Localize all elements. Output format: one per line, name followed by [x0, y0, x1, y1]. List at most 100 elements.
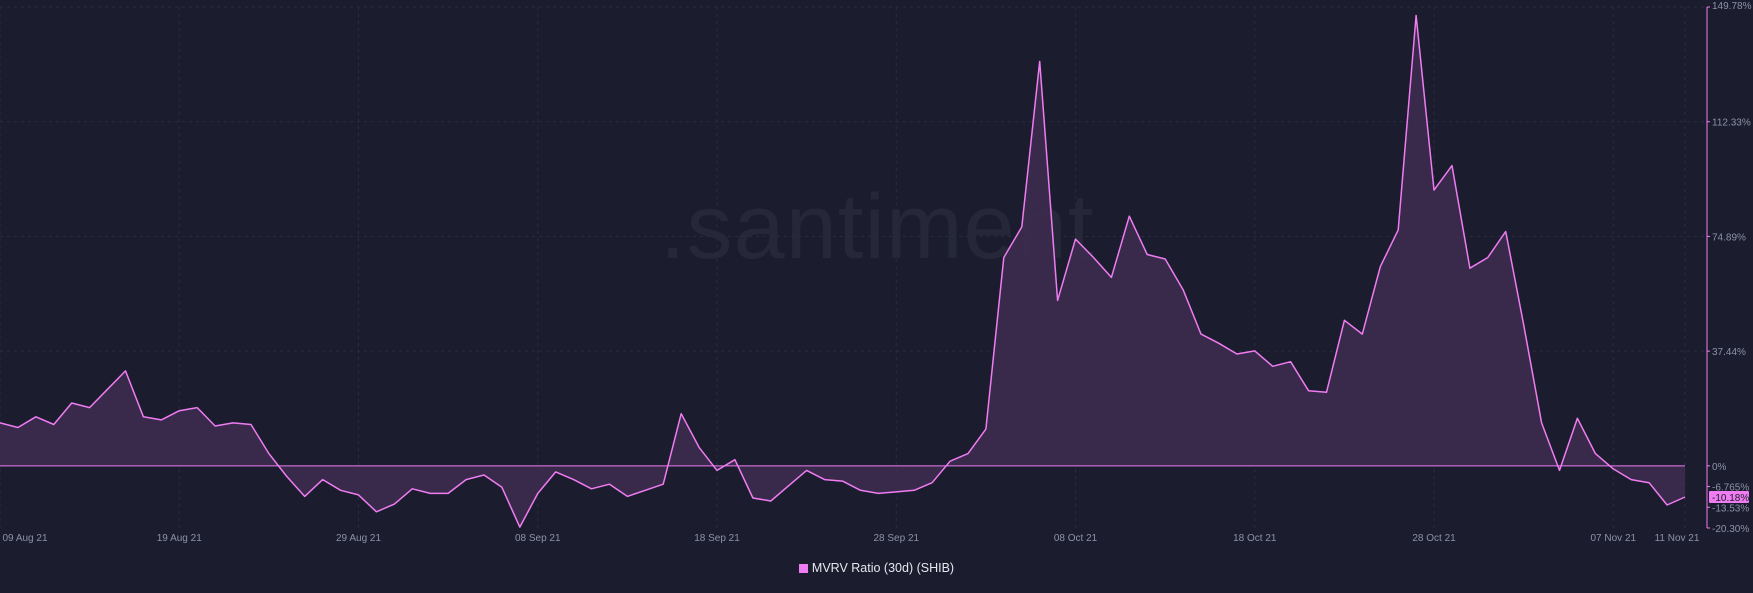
data-point	[142, 416, 144, 418]
data-point	[680, 413, 682, 415]
data-point	[357, 494, 359, 496]
series-area	[0, 15, 1685, 528]
data-point	[913, 489, 915, 491]
data-point	[1576, 417, 1578, 419]
y-axis-ticks: 149.78% 112.33% 74.89% 37.44% 0% -6.765% -13.5…	[1707, 1, 1752, 535]
data-point	[232, 422, 234, 424]
data-point	[734, 458, 736, 460]
legend[interactable]: MVRV Ratio (30d) (SHIB)	[0, 561, 1753, 575]
y-tick-label: 37.44%	[1712, 347, 1746, 358]
data-point	[501, 486, 503, 488]
x-tick-label: 18 Oct 21	[1233, 533, 1277, 544]
data-point	[1182, 288, 1184, 290]
data-point	[411, 488, 413, 490]
data-point	[1003, 256, 1005, 258]
data-point	[339, 489, 341, 491]
data-point	[770, 500, 772, 502]
data-point	[1110, 276, 1112, 278]
x-tick-label: 28 Oct 21	[1412, 533, 1456, 544]
data-point	[626, 495, 628, 497]
data-point	[1415, 14, 1417, 16]
data-point	[1648, 481, 1650, 483]
data-point	[447, 492, 449, 494]
data-point	[1254, 350, 1256, 352]
legend-label: MVRV Ratio (30d) (SHIB)	[811, 561, 955, 575]
data-point	[698, 446, 700, 448]
data-point	[788, 485, 790, 487]
data-point	[250, 423, 252, 425]
data-point	[1128, 215, 1130, 217]
data-point	[895, 491, 897, 493]
data-point	[805, 469, 807, 471]
data-point	[1307, 390, 1309, 392]
data-point	[985, 428, 987, 430]
data-point	[17, 426, 19, 428]
data-point	[1630, 478, 1632, 480]
legend-swatch	[798, 564, 808, 573]
data-point	[1056, 299, 1058, 301]
data-point	[1218, 342, 1220, 344]
data-point	[1505, 230, 1507, 232]
data-point	[1522, 324, 1524, 326]
data-point	[537, 492, 539, 494]
data-point	[214, 425, 216, 427]
data-point	[268, 452, 270, 454]
last-value-label: -10.18%	[1712, 493, 1749, 504]
data-point	[662, 483, 664, 485]
data-point	[1272, 365, 1274, 367]
data-point	[1200, 333, 1202, 335]
x-tick-label: 07 Nov 21	[1591, 533, 1637, 544]
series-line	[0, 14, 1686, 528]
data-point	[608, 483, 610, 485]
data-point	[877, 492, 879, 494]
x-tick-label: 09 Aug 21	[2, 533, 47, 544]
data-point	[823, 478, 825, 480]
x-tick-label: 19 Aug 21	[157, 533, 202, 544]
data-point	[572, 478, 574, 480]
data-point	[124, 370, 126, 372]
x-tick-label: 08 Sep 21	[515, 533, 561, 544]
data-point	[752, 497, 754, 499]
data-point	[429, 492, 431, 494]
data-point	[286, 475, 288, 477]
data-point	[644, 489, 646, 491]
data-point	[931, 481, 933, 483]
y-tick-label: -13.53%	[1712, 503, 1749, 514]
data-point	[465, 478, 467, 480]
y-tick-label: 149.78%	[1712, 1, 1752, 12]
data-point	[716, 469, 718, 471]
x-tick-label: 28 Sep 21	[873, 533, 919, 544]
data-point	[1684, 496, 1686, 498]
data-point	[1612, 468, 1614, 470]
data-point	[1074, 238, 1076, 240]
data-point	[1343, 319, 1345, 321]
data-point	[106, 388, 108, 390]
data-point	[196, 406, 198, 408]
data-point	[1594, 452, 1596, 454]
data-point	[1558, 469, 1560, 471]
data-point	[1038, 60, 1040, 62]
x-tick-label: 11 Nov 21	[1655, 533, 1700, 544]
data-point	[483, 474, 485, 476]
data-point	[1164, 258, 1166, 260]
data-point	[1289, 360, 1291, 362]
data-point	[35, 416, 37, 418]
y-tick-label: -6.765%	[1712, 483, 1749, 494]
data-point	[1092, 256, 1094, 258]
data-point	[859, 489, 861, 491]
data-point	[393, 503, 395, 505]
data-point	[967, 452, 969, 454]
y-tick-label: 74.89%	[1712, 232, 1746, 243]
data-point	[590, 488, 592, 490]
data-point	[1021, 226, 1023, 228]
y-tick-label: 112.33%	[1712, 118, 1751, 129]
data-point	[1379, 266, 1381, 268]
data-point	[375, 511, 377, 513]
data-point	[1361, 333, 1363, 335]
data-point	[178, 409, 180, 411]
x-tick-label: 08 Oct 21	[1054, 533, 1098, 544]
data-point	[1451, 164, 1453, 166]
x-tick-label: 29 Aug 21	[336, 533, 381, 544]
x-axis-ticks: 09 Aug 21 19 Aug 21 29 Aug 21 08 Sep 21 18 S…	[2, 533, 1699, 544]
